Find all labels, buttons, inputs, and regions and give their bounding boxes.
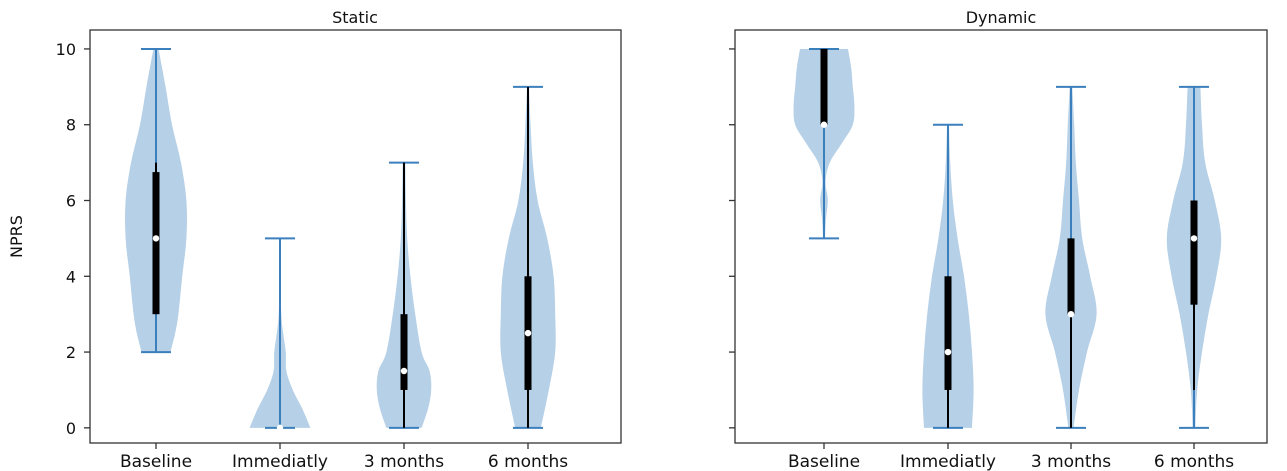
median-marker [820,121,828,128]
x-tick-label: Baseline [788,452,860,471]
static-panel: Static NPRS 0 2 4 6 8 10 Baseline Immediatly 3 mon… [7,8,622,471]
chart-title: Static [332,8,378,27]
x-tick-label: 3 months [364,452,444,471]
y-tick-label: 10 [56,40,76,59]
plot-frame [89,29,622,444]
x-tick-label: Baseline [120,452,192,471]
violin-1 [249,237,311,432]
median-marker [944,348,952,356]
median-marker [152,235,160,242]
violin-2 [376,161,432,429]
plot-frame [734,29,1268,444]
y-tick-label: 8 [66,116,76,135]
x-tick-label: 6 months [1154,452,1234,471]
violin-3 [1166,85,1222,429]
violin-0 [793,47,855,240]
y-tick-label: 2 [66,343,76,362]
median-marker [1067,310,1075,318]
y-axis-label: NPRS [7,215,26,258]
x-tick-label: 6 months [488,452,568,471]
y-tick-label: 6 [66,192,76,211]
dynamic-panel: Dynamic Baseline Immediatly 3 months 6 month… [729,8,1268,471]
y-tick-label: 4 [66,267,76,286]
iqr-box [1190,200,1198,305]
median-marker [276,424,284,432]
iqr-box [944,276,952,390]
iqr-box [820,48,828,125]
violin-0 [124,47,188,354]
y-tick-label: 0 [66,419,76,438]
x-tick-label: 3 months [1031,452,1111,471]
x-tick-label: Immediatly [900,452,996,471]
violin-2 [1045,85,1097,429]
median-marker [524,329,532,337]
median-marker [400,367,408,375]
median-marker [1190,235,1198,242]
chart-title: Dynamic [966,8,1037,27]
x-tick-label: Immediatly [232,452,328,471]
iqr-box [1067,238,1075,315]
iqr-box [400,314,408,390]
violin-3 [500,85,556,429]
iqr-box [152,172,160,315]
violin-1 [922,123,974,429]
